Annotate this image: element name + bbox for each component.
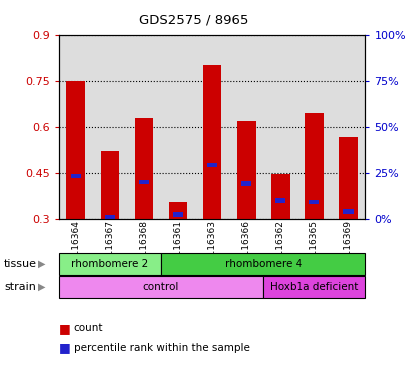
Bar <box>275 198 285 203</box>
Bar <box>297 35 331 219</box>
Bar <box>66 81 85 219</box>
Bar <box>331 35 365 219</box>
Bar <box>173 212 183 217</box>
Text: ■: ■ <box>59 341 71 354</box>
Bar <box>134 118 153 219</box>
Bar <box>161 35 195 219</box>
Text: tissue: tissue <box>4 259 37 269</box>
Bar <box>263 276 365 298</box>
Bar <box>339 137 358 219</box>
Bar <box>139 180 149 184</box>
Bar <box>203 65 221 219</box>
Bar <box>343 209 354 214</box>
Text: strain: strain <box>4 282 36 292</box>
Bar <box>59 253 161 275</box>
Bar <box>207 163 217 167</box>
Bar <box>263 35 297 219</box>
Bar <box>305 113 324 219</box>
Bar <box>100 151 119 219</box>
Bar <box>59 35 93 219</box>
Text: rhombomere 2: rhombomere 2 <box>71 259 149 269</box>
Bar <box>59 276 263 298</box>
Bar <box>105 215 115 220</box>
Bar <box>169 202 187 219</box>
Bar <box>195 35 229 219</box>
Text: ▶: ▶ <box>38 282 46 292</box>
Bar <box>271 174 290 219</box>
Bar <box>309 200 320 204</box>
Text: ■: ■ <box>59 322 71 335</box>
Text: percentile rank within the sample: percentile rank within the sample <box>74 343 249 353</box>
Text: count: count <box>74 323 103 333</box>
Text: ▶: ▶ <box>38 259 46 269</box>
Bar <box>229 35 263 219</box>
Bar <box>241 181 251 186</box>
Bar <box>127 35 161 219</box>
Bar <box>93 35 127 219</box>
Bar <box>71 174 81 178</box>
Text: rhombomere 4: rhombomere 4 <box>225 259 302 269</box>
Bar <box>161 253 365 275</box>
Bar <box>237 121 255 219</box>
Text: GDS2575 / 8965: GDS2575 / 8965 <box>139 13 248 26</box>
Text: control: control <box>143 282 179 292</box>
Text: Hoxb1a deficient: Hoxb1a deficient <box>270 282 359 292</box>
